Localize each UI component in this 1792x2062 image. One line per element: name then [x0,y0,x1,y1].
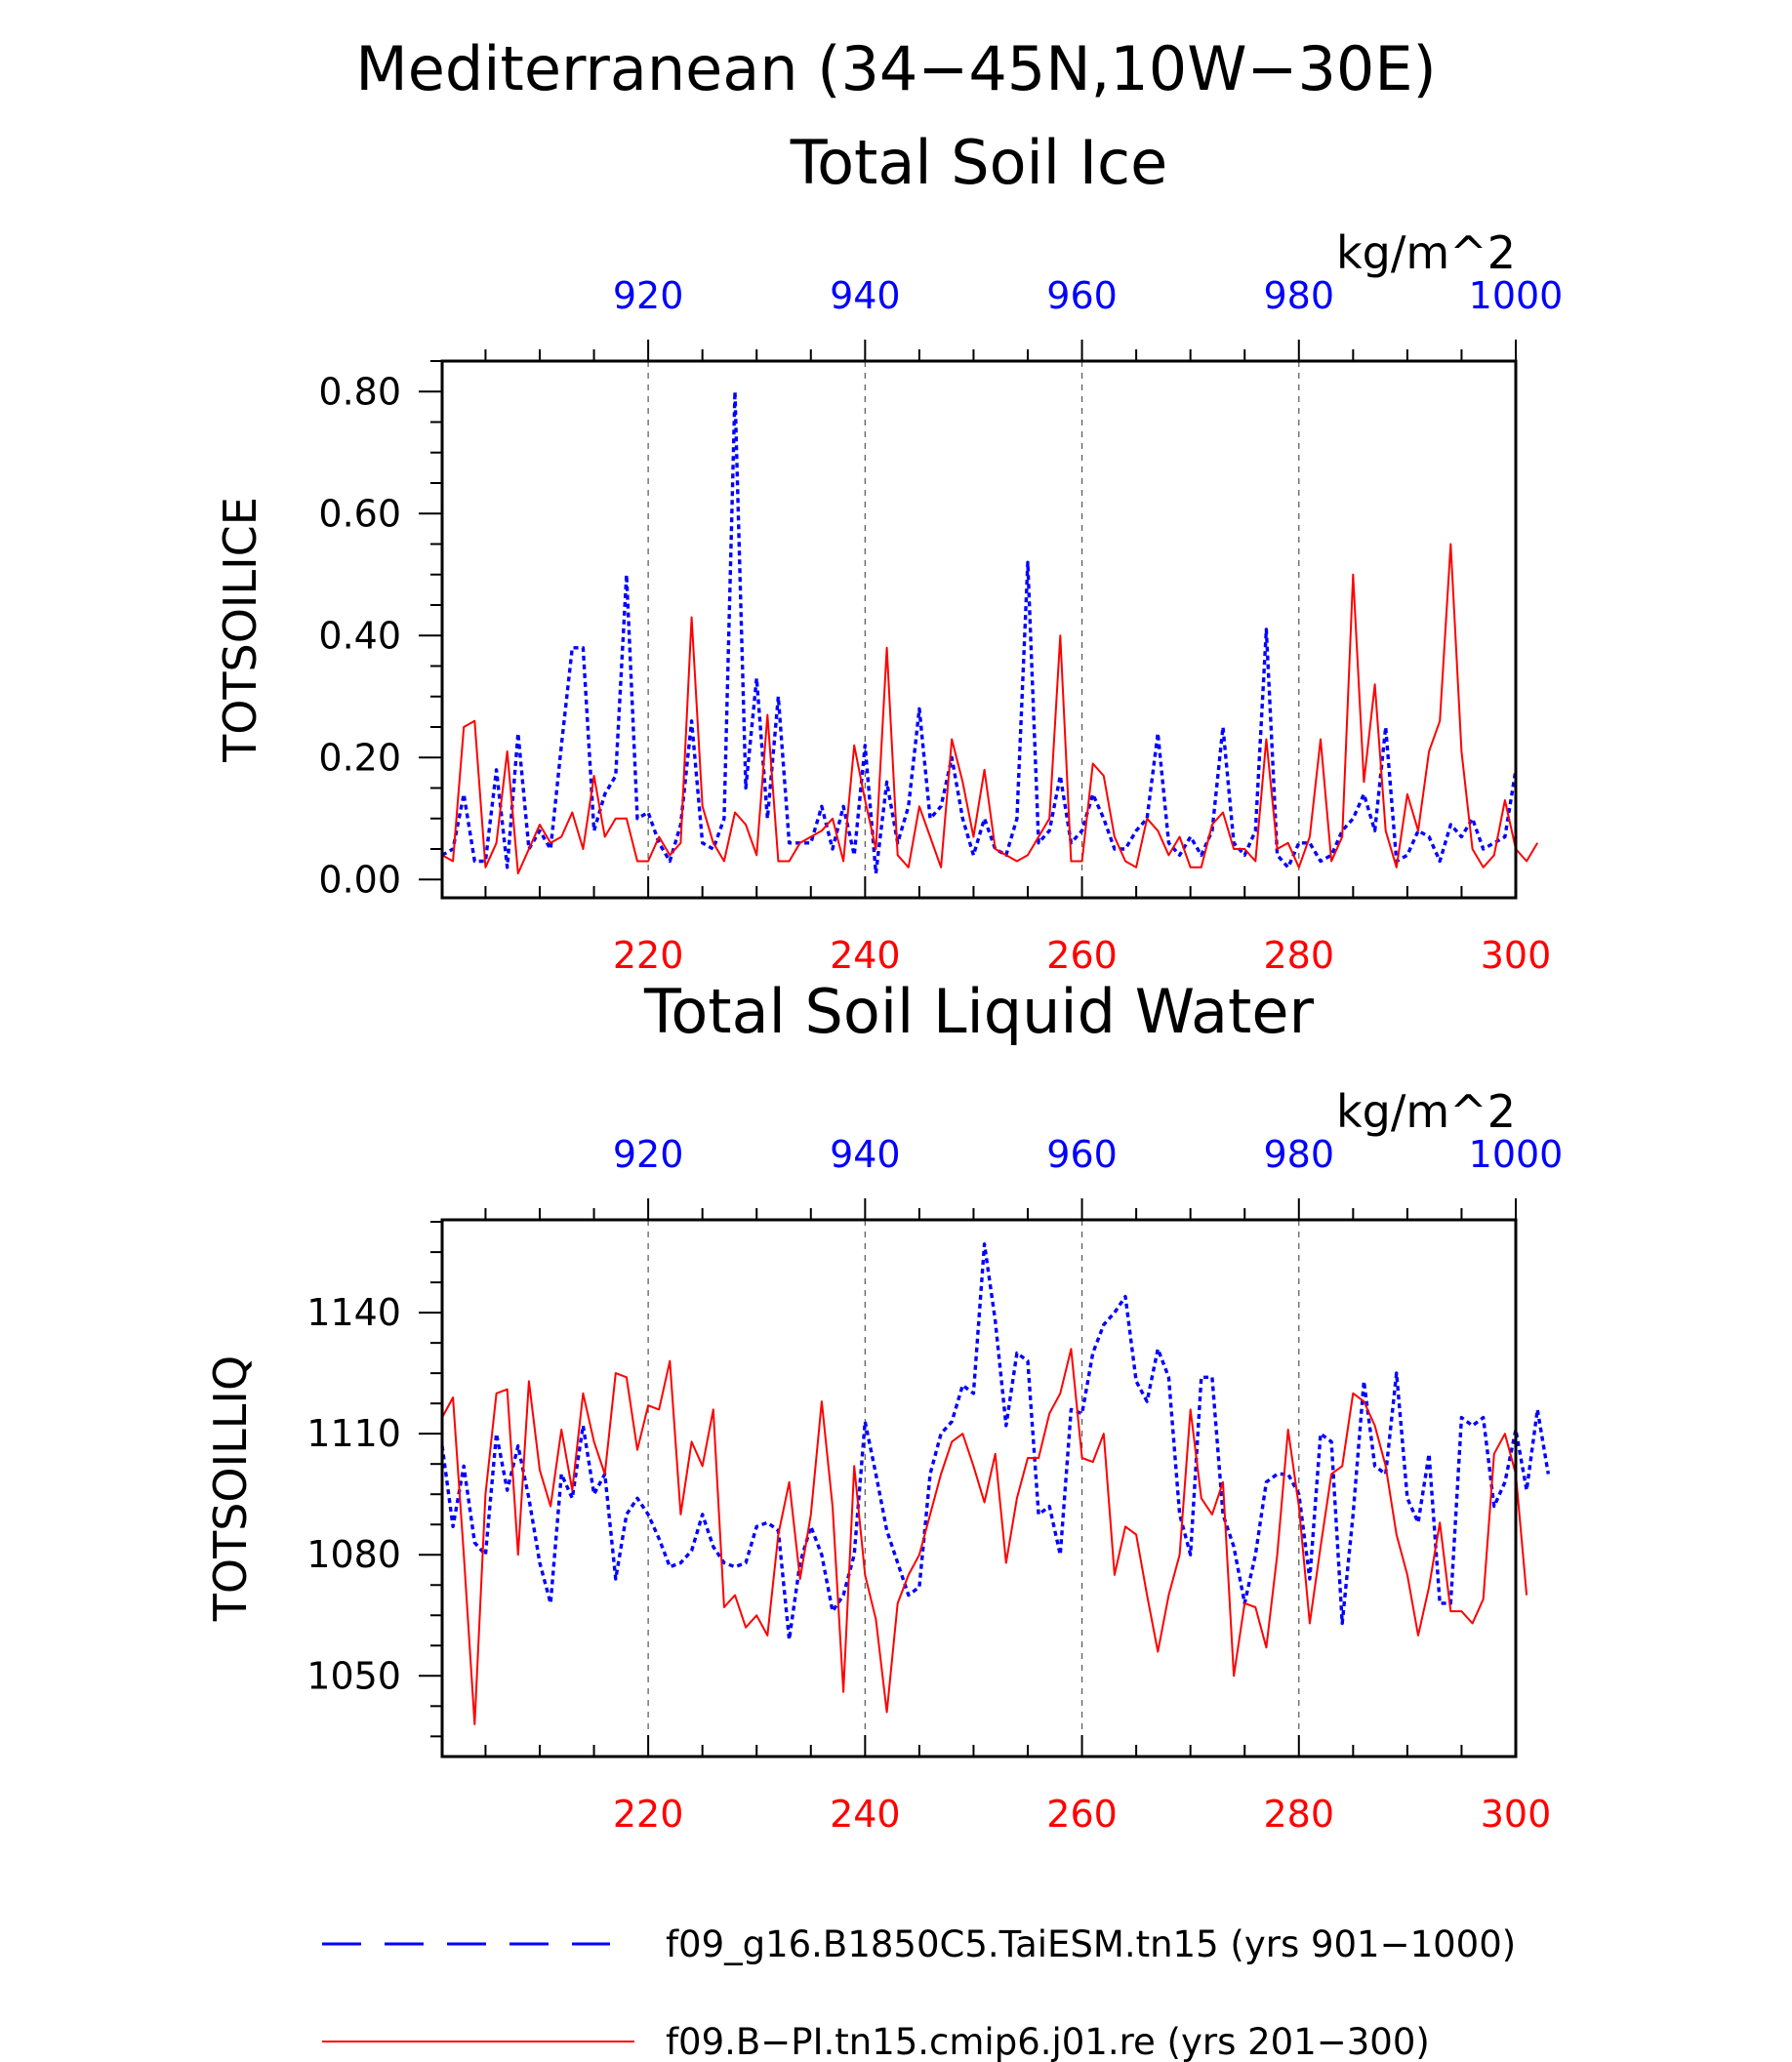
soil-ice-y-axis-label: TOTSOILICE [214,497,266,763]
soil-liquid-top-tick-label: 960 [1046,1133,1118,1176]
soil-ice-y-tick-label: 0.80 [318,370,401,413]
soil-liquid-top-tick-label: 1000 [1469,1133,1564,1176]
soil-ice-bottom-tick-label: 220 [613,934,684,977]
soil-ice-top-tick-label: 960 [1046,274,1118,317]
soil-ice-bottom-tick-label: 280 [1264,934,1335,977]
soil-ice-series-cmip6-line [441,543,1539,874]
legend-label-taiesm: f09_g16.B1850C5.TaiESM.tn15 (yrs 901−100… [666,1923,1516,1965]
soil-liquid-y-tick-label: 1050 [306,1654,401,1697]
soil-liquid-bottom-tick-label: 260 [1046,1793,1118,1836]
soil-liquid-y-tick-label: 1110 [306,1412,401,1455]
soil-ice-top-tick-label: 980 [1264,274,1335,317]
soil-liquid-y-axis-label: TOTSOILLIQ [204,1355,257,1622]
soil-liquid-plot-frame [440,1218,1518,1759]
soil-ice-plot-frame [440,359,1518,900]
soil-ice-bottom-tick-label: 240 [830,934,901,977]
soil-liquid-units-label: kg/m^2 [1336,1085,1516,1138]
soil-liquid-chart-title: Total Soil Liquid Water [643,976,1314,1047]
soil-ice-y-tick-label: 0.20 [318,736,401,779]
soil-liquid-bottom-tick-label: 280 [1264,1793,1335,1836]
soil-liquid-y-tick-label: 1140 [306,1291,401,1334]
legend: f09_g16.B1850C5.TaiESM.tn15 (yrs 901−100… [322,1923,1516,2062]
soil-ice-y-tick-label: 0.00 [318,858,401,901]
soil-liquid-top-tick-label: 920 [613,1133,684,1176]
soil-ice-top-tick-label: 1000 [1469,274,1564,317]
soil-liquid-bottom-tick-label: 220 [613,1793,684,1836]
soil-liquid-series-taiesm-line [440,1242,1550,1641]
soil-liquid-water-chart: Total Soil Liquid Water kg/m^2 TOTSOILLI… [204,976,1563,1836]
soil-ice-chart: Total Soil Ice kg/m^2 TOTSOILICE 220 240 2… [214,127,1563,977]
soil-liquid-series-cmip6-line [441,1348,1528,1725]
soil-ice-chart-title: Total Soil Ice [790,127,1167,198]
soil-ice-y-tick-label: 0.40 [318,614,401,657]
page-title: Mediterranean (34−45N,10W−30E) [355,33,1436,104]
soil-liquid-bottom-tick-label: 240 [830,1793,901,1836]
legend-label-cmip6: f09.B−PI.tn15.cmip6.j01.re (yrs 201−300) [666,2021,1430,2062]
soil-liquid-y-tick-label: 1080 [306,1533,401,1576]
soil-liquid-top-tick-label: 980 [1264,1133,1335,1176]
soil-ice-y-tick-label: 0.60 [318,492,401,535]
soil-liquid-bottom-tick-label: 300 [1481,1793,1552,1836]
soil-ice-top-tick-label: 920 [613,274,684,317]
soil-ice-bottom-tick-label: 300 [1481,934,1552,977]
soil-ice-bottom-tick-label: 260 [1046,934,1118,977]
soil-liquid-top-tick-label: 940 [830,1133,901,1176]
soil-ice-top-tick-label: 940 [830,274,901,317]
soil-ice-units-label: kg/m^2 [1336,226,1516,279]
soil-ice-series-taiesm-line [441,389,1518,875]
